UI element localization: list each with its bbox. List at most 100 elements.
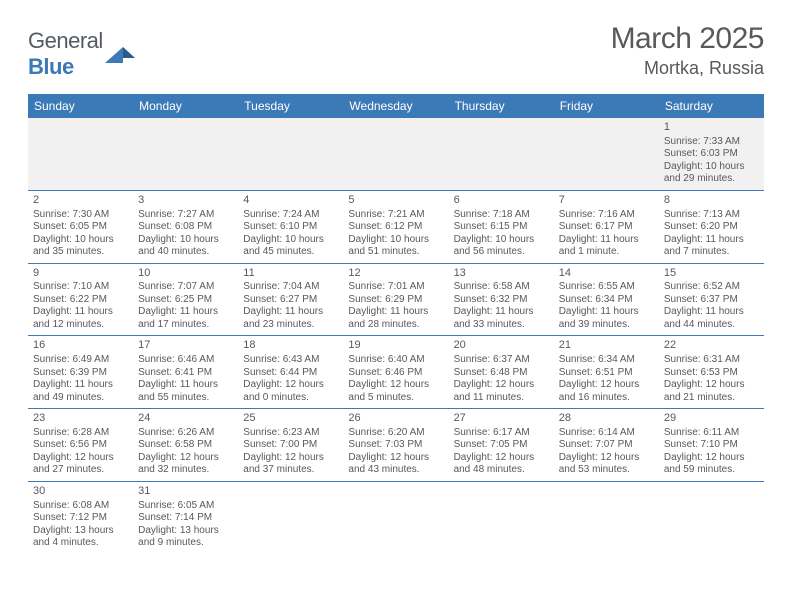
calendar-cell xyxy=(449,482,554,554)
calendar-cell: 5Sunrise: 7:21 AMSunset: 6:12 PMDaylight… xyxy=(343,191,448,264)
cell-day1: Daylight: 10 hours xyxy=(348,234,443,247)
calendar-cell: 24Sunrise: 6:26 AMSunset: 6:58 PMDayligh… xyxy=(133,409,238,482)
cell-day1: Daylight: 12 hours xyxy=(454,379,549,392)
cell-day1: Daylight: 11 hours xyxy=(559,234,654,247)
cell-day2: and 29 minutes. xyxy=(664,173,759,186)
cell-day2: and 17 minutes. xyxy=(138,319,233,332)
cell-day1: Daylight: 11 hours xyxy=(559,306,654,319)
cell-day2: and 45 minutes. xyxy=(243,246,338,259)
cell-sunset: Sunset: 6:20 PM xyxy=(664,221,759,234)
calendar-cell xyxy=(554,482,659,554)
cell-sunrise: Sunrise: 7:16 AM xyxy=(559,209,654,222)
cell-day2: and 53 minutes. xyxy=(559,464,654,477)
cell-sunset: Sunset: 7:10 PM xyxy=(664,439,759,452)
cell-day1: Daylight: 10 hours xyxy=(664,161,759,174)
cell-day2: and 39 minutes. xyxy=(559,319,654,332)
header: General Blue March 2025 Mortka, Russia xyxy=(28,22,764,80)
cell-date: 7 xyxy=(559,194,654,208)
cell-day2: and 1 minute. xyxy=(559,246,654,259)
cell-sunrise: Sunrise: 6:49 AM xyxy=(33,354,128,367)
cell-sunset: Sunset: 6:32 PM xyxy=(454,294,549,307)
cell-sunset: Sunset: 6:39 PM xyxy=(33,367,128,380)
cell-day1: Daylight: 12 hours xyxy=(348,452,443,465)
cell-day1: Daylight: 11 hours xyxy=(33,379,128,392)
cell-day2: and 28 minutes. xyxy=(348,319,443,332)
cell-sunrise: Sunrise: 7:33 AM xyxy=(664,136,759,149)
cell-day2: and 0 minutes. xyxy=(243,392,338,405)
cell-sunrise: Sunrise: 6:58 AM xyxy=(454,281,549,294)
cell-day1: Daylight: 11 hours xyxy=(348,306,443,319)
calendar-cell: 23Sunrise: 6:28 AMSunset: 6:56 PMDayligh… xyxy=(28,409,133,482)
cell-sunset: Sunset: 6:46 PM xyxy=(348,367,443,380)
cell-sunset: Sunset: 6:29 PM xyxy=(348,294,443,307)
cell-day2: and 9 minutes. xyxy=(138,537,233,550)
dayname-wed: Wednesday xyxy=(343,94,448,118)
logo-icon xyxy=(105,43,139,65)
cell-date: 13 xyxy=(454,267,549,281)
cell-date: 1 xyxy=(664,121,759,135)
calendar-cell xyxy=(133,118,238,191)
cell-sunrise: Sunrise: 6:26 AM xyxy=(138,427,233,440)
calendar-cell: 17Sunrise: 6:46 AMSunset: 6:41 PMDayligh… xyxy=(133,336,238,409)
calendar-cell: 19Sunrise: 6:40 AMSunset: 6:46 PMDayligh… xyxy=(343,336,448,409)
cell-sunset: Sunset: 7:05 PM xyxy=(454,439,549,452)
dayname-thu: Thursday xyxy=(449,94,554,118)
cell-sunset: Sunset: 6:08 PM xyxy=(138,221,233,234)
cell-date: 11 xyxy=(243,267,338,281)
calendar-cell: 7Sunrise: 7:16 AMSunset: 6:17 PMDaylight… xyxy=(554,191,659,264)
calendar-cell: 31Sunrise: 6:05 AMSunset: 7:14 PMDayligh… xyxy=(133,482,238,554)
cell-day1: Daylight: 11 hours xyxy=(664,306,759,319)
cell-sunset: Sunset: 6:48 PM xyxy=(454,367,549,380)
cell-date: 9 xyxy=(33,267,128,281)
dayname-sun: Sunday xyxy=(28,94,133,118)
calendar-cell xyxy=(449,118,554,191)
cell-day2: and 55 minutes. xyxy=(138,392,233,405)
cell-day2: and 51 minutes. xyxy=(348,246,443,259)
cell-sunset: Sunset: 6:34 PM xyxy=(559,294,654,307)
cell-sunrise: Sunrise: 7:04 AM xyxy=(243,281,338,294)
logo-text: General Blue xyxy=(28,28,103,80)
calendar-cell: 27Sunrise: 6:17 AMSunset: 7:05 PMDayligh… xyxy=(449,409,554,482)
cell-day1: Daylight: 10 hours xyxy=(138,234,233,247)
cell-day2: and 11 minutes. xyxy=(454,392,549,405)
cell-day2: and 23 minutes. xyxy=(243,319,338,332)
cell-date: 18 xyxy=(243,339,338,353)
cell-date: 16 xyxy=(33,339,128,353)
cell-sunrise: Sunrise: 7:18 AM xyxy=(454,209,549,222)
cell-sunrise: Sunrise: 6:23 AM xyxy=(243,427,338,440)
cell-day1: Daylight: 12 hours xyxy=(138,452,233,465)
calendar-cell: 30Sunrise: 6:08 AMSunset: 7:12 PMDayligh… xyxy=(28,482,133,554)
cell-sunset: Sunset: 7:12 PM xyxy=(33,512,128,525)
calendar-cell: 1Sunrise: 7:33 AMSunset: 6:03 PMDaylight… xyxy=(659,118,764,191)
cell-day2: and 43 minutes. xyxy=(348,464,443,477)
cell-day2: and 56 minutes. xyxy=(454,246,549,259)
cell-day1: Daylight: 12 hours xyxy=(559,452,654,465)
cell-sunrise: Sunrise: 7:21 AM xyxy=(348,209,443,222)
cell-day1: Daylight: 12 hours xyxy=(33,452,128,465)
cell-day2: and 5 minutes. xyxy=(348,392,443,405)
cell-sunset: Sunset: 6:22 PM xyxy=(33,294,128,307)
cell-day2: and 40 minutes. xyxy=(138,246,233,259)
cell-date: 29 xyxy=(664,412,759,426)
cell-date: 15 xyxy=(664,267,759,281)
cell-day2: and 27 minutes. xyxy=(33,464,128,477)
cell-day2: and 49 minutes. xyxy=(33,392,128,405)
cell-day1: Daylight: 12 hours xyxy=(348,379,443,392)
cell-date: 30 xyxy=(33,485,128,499)
cell-sunset: Sunset: 6:15 PM xyxy=(454,221,549,234)
cell-date: 17 xyxy=(138,339,233,353)
cell-sunset: Sunset: 6:03 PM xyxy=(664,148,759,161)
cell-day1: Daylight: 12 hours xyxy=(243,379,338,392)
cell-sunrise: Sunrise: 6:28 AM xyxy=(33,427,128,440)
calendar-cell: 4Sunrise: 7:24 AMSunset: 6:10 PMDaylight… xyxy=(238,191,343,264)
cell-sunrise: Sunrise: 7:24 AM xyxy=(243,209,338,222)
dayname-tue: Tuesday xyxy=(238,94,343,118)
cell-day1: Daylight: 12 hours xyxy=(664,452,759,465)
cell-sunrise: Sunrise: 6:46 AM xyxy=(138,354,233,367)
cell-day1: Daylight: 10 hours xyxy=(454,234,549,247)
cell-date: 31 xyxy=(138,485,233,499)
cell-sunrise: Sunrise: 6:20 AM xyxy=(348,427,443,440)
logo-part2: Blue xyxy=(28,54,74,79)
cell-date: 25 xyxy=(243,412,338,426)
calendar-cell: 26Sunrise: 6:20 AMSunset: 7:03 PMDayligh… xyxy=(343,409,448,482)
